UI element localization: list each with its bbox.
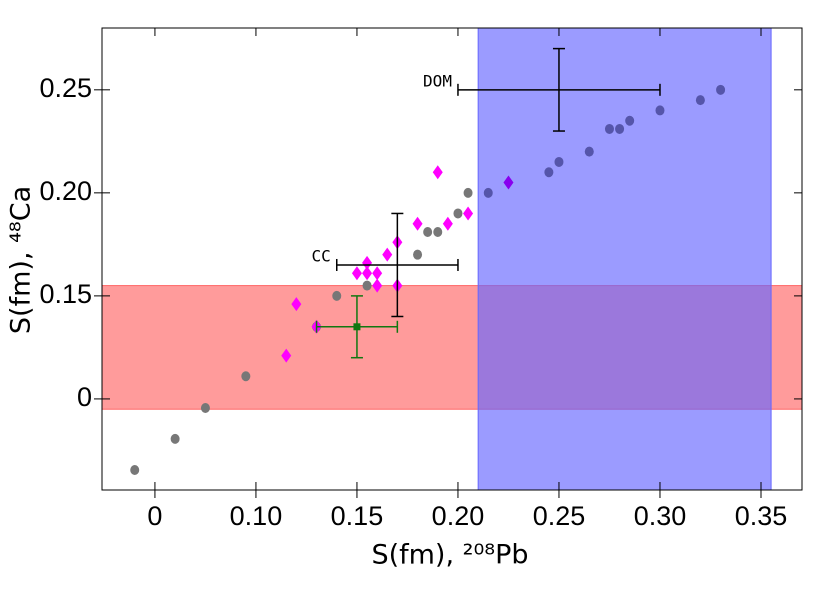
point	[433, 227, 443, 238]
x-axis-label: S(fm), ²⁰⁸Pb	[371, 540, 528, 571]
point	[442, 216, 453, 231]
point	[362, 255, 373, 270]
annotation: CC	[311, 246, 330, 265]
y-axis-label: S(fm), ⁴⁸Ca	[6, 186, 37, 334]
point	[604, 123, 614, 134]
y-tick-label: 0.15	[39, 279, 92, 309]
point	[241, 371, 251, 382]
point	[412, 216, 423, 231]
point	[351, 266, 362, 281]
point	[463, 206, 474, 221]
point	[281, 348, 292, 363]
x-tick-label: 0	[147, 501, 162, 531]
y-tick-label: 0.20	[39, 176, 92, 206]
point	[432, 165, 443, 180]
point	[332, 290, 342, 301]
point	[372, 266, 383, 281]
point	[362, 266, 373, 281]
x-tick-label: 0.35	[735, 501, 788, 531]
point	[483, 187, 493, 198]
y-tick-label: 0	[77, 382, 92, 412]
point	[362, 280, 372, 291]
point	[291, 297, 302, 312]
annotation: DOM	[423, 71, 452, 90]
point	[170, 433, 180, 444]
plot-frame	[101, 27, 803, 491]
x-tick-label: 0.20	[432, 501, 485, 531]
x-tick-label: 0.10	[230, 501, 283, 531]
point	[413, 249, 423, 260]
point	[463, 187, 473, 198]
point	[503, 175, 514, 190]
y-tick-label: 0.25	[39, 73, 92, 103]
x-tick-label: 0.25	[533, 501, 586, 531]
point	[615, 123, 625, 134]
point	[130, 465, 140, 476]
error-center	[353, 323, 361, 331]
point	[382, 247, 393, 262]
point	[625, 115, 635, 126]
point	[695, 95, 705, 106]
point	[544, 167, 554, 178]
band	[477, 27, 772, 491]
x-tick-label: 0.15	[331, 501, 384, 531]
point	[200, 402, 210, 413]
point	[554, 156, 564, 167]
point	[716, 84, 726, 95]
point	[453, 208, 463, 219]
point	[372, 278, 383, 293]
point	[423, 227, 433, 238]
point	[584, 146, 594, 157]
point	[655, 105, 665, 116]
x-tick-label: 0.30	[634, 501, 687, 531]
